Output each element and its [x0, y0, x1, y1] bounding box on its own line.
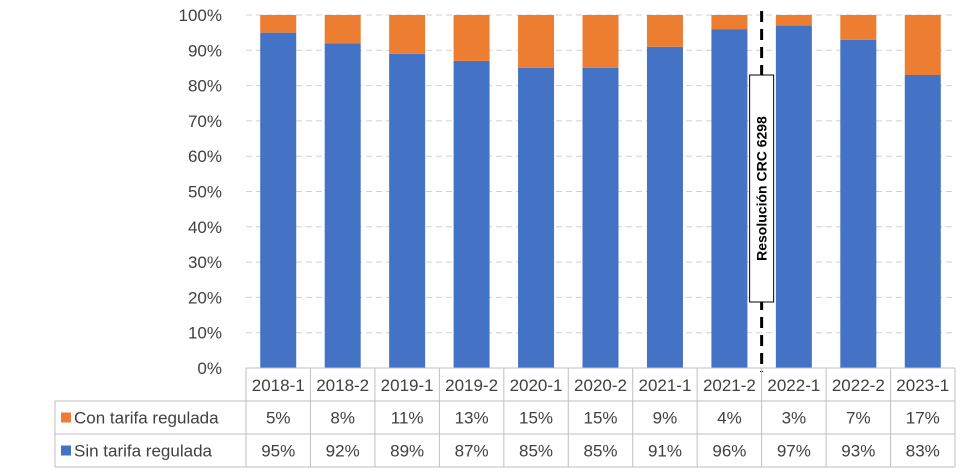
x-tick-label: 2020-2 — [574, 376, 627, 395]
y-tick-label: 0% — [197, 359, 222, 378]
data-label: 87% — [455, 442, 489, 461]
y-tick-label: 50% — [188, 183, 222, 202]
data-label: 97% — [777, 442, 811, 461]
data-table: 2018-1 2018-2 2019-1 2019-2 2020-1 2020-2 2021… — [54, 367, 956, 468]
legend-label: Sin tarifa regulada — [74, 442, 213, 461]
x-tick-label: 2018-2 — [316, 376, 369, 395]
bar-segment — [453, 60, 490, 368]
data-label: 83% — [906, 442, 940, 461]
y-tick-label: 40% — [188, 218, 222, 237]
x-tick-label: 2021-1 — [638, 376, 691, 395]
data-label: 3% — [782, 409, 807, 428]
y-tick-label: 10% — [188, 324, 222, 343]
bar-segment — [453, 15, 490, 61]
y-tick-label: 70% — [188, 112, 222, 131]
bar-segment — [324, 43, 361, 369]
bar-segment — [518, 67, 555, 368]
bar-segment — [646, 46, 683, 369]
y-tick-label: 60% — [188, 147, 222, 166]
x-tick-label: 2018-1 — [252, 376, 305, 395]
legend-key — [61, 445, 71, 456]
data-label: 85% — [519, 442, 553, 461]
data-label: 17% — [906, 409, 940, 428]
legend-label: Con tarifa regulada — [74, 409, 219, 428]
bar-segment — [711, 15, 748, 30]
x-tick-label: 2021-2 — [703, 376, 756, 395]
data-label: 9% — [653, 409, 678, 428]
bar-segment — [582, 67, 619, 368]
bar-segment — [904, 75, 941, 368]
data-label: 4% — [717, 409, 742, 428]
bar-segment — [775, 25, 812, 369]
bar-segment — [840, 15, 877, 40]
bar-segment — [260, 15, 297, 33]
data-label: 89% — [390, 442, 424, 461]
x-tick-label: 2022-1 — [767, 376, 820, 395]
legend-key — [61, 412, 71, 423]
data-label: 5% — [266, 409, 291, 428]
data-label: 96% — [712, 442, 746, 461]
bars — [260, 15, 941, 369]
bar-segment — [711, 29, 748, 369]
data-label: 15% — [519, 409, 553, 428]
bar-segment — [518, 15, 555, 68]
data-label: 13% — [455, 409, 489, 428]
data-label: 15% — [583, 409, 617, 428]
bar-segment — [775, 15, 812, 26]
y-tick-label: 20% — [188, 288, 222, 307]
data-label: 8% — [330, 409, 355, 428]
y-tick-label: 90% — [188, 41, 222, 60]
data-label: 91% — [648, 442, 682, 461]
bar-segment — [260, 32, 297, 369]
x-tick-label: 2019-2 — [445, 376, 498, 395]
y-tick-label: 30% — [188, 253, 222, 272]
annotation-box — [749, 74, 775, 303]
data-label: 93% — [841, 442, 875, 461]
bar-segment — [904, 15, 941, 76]
data-label: 92% — [326, 442, 360, 461]
data-label: 11% — [391, 409, 424, 428]
bar-segment — [582, 15, 619, 68]
bar-segment — [324, 15, 361, 44]
bar-segment — [389, 53, 426, 369]
x-tick-label: 2019-1 — [381, 376, 434, 395]
annotation: Resolución CRC 6298 — [749, 11, 775, 372]
y-tick-label: 80% — [188, 77, 222, 96]
x-tick-label: 2020-1 — [510, 376, 563, 395]
data-label: 95% — [261, 442, 295, 461]
bar-segment — [646, 15, 683, 47]
bar-segment — [840, 39, 877, 369]
y-axis: 0% 10% 20% 30% 40% 50% 60% 70% 80% 90% 100% — [179, 6, 222, 378]
x-tick-label: 2023-1 — [896, 376, 949, 395]
bar-segment — [389, 15, 426, 54]
annotation-label: Resolución CRC 6298 — [754, 116, 770, 261]
data-label: 85% — [583, 442, 617, 461]
x-tick-label: 2022-2 — [832, 376, 885, 395]
data-label: 7% — [846, 409, 871, 428]
y-tick-label: 100% — [179, 6, 222, 25]
